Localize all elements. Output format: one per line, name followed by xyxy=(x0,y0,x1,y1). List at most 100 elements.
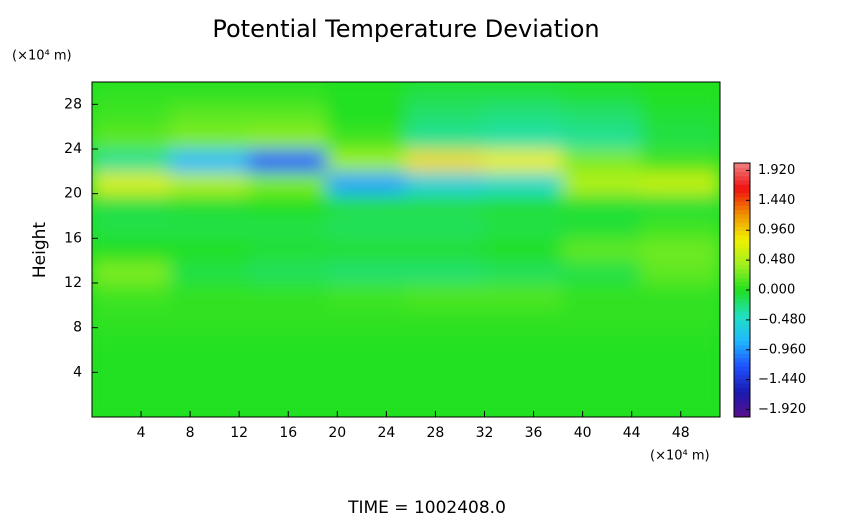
cell xyxy=(562,326,643,351)
cell xyxy=(640,148,720,173)
x-tick-label: 48 xyxy=(672,425,690,441)
colorbar-band xyxy=(734,260,750,266)
cell xyxy=(405,82,486,106)
colorbar-tick-label: −0.960 xyxy=(758,342,806,357)
cell xyxy=(483,148,564,173)
colorbar-band xyxy=(734,319,750,325)
cell xyxy=(326,304,407,329)
colorbar-band xyxy=(734,188,750,194)
colorbar-tick-label: 0.480 xyxy=(758,253,795,268)
cell xyxy=(92,103,172,128)
cell xyxy=(640,237,720,262)
cell xyxy=(248,170,329,195)
colorbar-band xyxy=(734,383,750,388)
cell xyxy=(483,192,564,217)
cell xyxy=(483,371,564,396)
colorbar-band xyxy=(734,298,750,304)
cell xyxy=(169,215,250,240)
cell xyxy=(248,304,329,329)
cell xyxy=(248,103,329,128)
colorbar-band xyxy=(734,290,750,295)
colorbar-band xyxy=(734,361,750,367)
colorbar-band xyxy=(734,370,750,376)
cell xyxy=(248,125,329,150)
colorbar-band xyxy=(734,306,750,312)
colorbar-band xyxy=(734,256,750,261)
cell xyxy=(326,259,407,284)
colorbar-tick-label: 1.920 xyxy=(758,163,795,178)
colorbar-band xyxy=(734,285,750,291)
colorbar-tick-label: −1.920 xyxy=(758,402,806,417)
cell xyxy=(483,82,564,106)
colorbar-band xyxy=(734,209,750,215)
colorbar-band xyxy=(734,184,750,189)
cell xyxy=(169,82,250,106)
colorbar-band xyxy=(734,332,750,338)
cell xyxy=(405,125,486,150)
cell xyxy=(562,82,643,106)
colorbar-band xyxy=(734,201,750,206)
colorbar-band xyxy=(734,175,750,181)
cell xyxy=(169,237,250,262)
plot-frame xyxy=(91,81,721,418)
colorbar: 1.920 1.440 0.960 0.480 0.000 −0.480 −0.960 −1.… xyxy=(733,162,806,418)
cell xyxy=(483,304,564,329)
x-unit: (×10⁴ m) xyxy=(650,449,710,464)
cell xyxy=(405,393,486,417)
cell xyxy=(92,393,172,417)
cell xyxy=(169,349,250,374)
colorbar-band xyxy=(734,247,750,253)
colorbar-band xyxy=(734,315,750,321)
colorbar-band xyxy=(734,273,750,278)
colorbar-band xyxy=(734,328,750,333)
colorbar-band xyxy=(734,353,750,359)
cell xyxy=(248,371,329,396)
y-tick-label: 24 xyxy=(64,141,82,157)
colorbar-band xyxy=(734,179,750,185)
x-tick-label: 4 xyxy=(137,425,146,441)
cell xyxy=(326,326,407,351)
colorbar-band xyxy=(734,404,750,410)
colorbar-band xyxy=(734,205,750,211)
colorbar-band xyxy=(734,311,750,316)
cell xyxy=(405,148,486,173)
cell xyxy=(326,349,407,374)
y-tick-label: 20 xyxy=(64,186,82,202)
colorbar-band xyxy=(734,336,750,342)
cell xyxy=(326,371,407,396)
colorbar-band xyxy=(734,196,750,202)
colorbar-band xyxy=(734,357,750,363)
cell xyxy=(326,125,407,150)
cell xyxy=(169,393,250,417)
colorbar-band xyxy=(734,294,750,299)
cell xyxy=(326,215,407,240)
cell xyxy=(169,148,250,173)
x-tick-label: 20 xyxy=(328,425,346,441)
cell xyxy=(248,192,329,217)
cell xyxy=(92,237,172,262)
colorbar-band xyxy=(734,387,750,393)
colorbar-band xyxy=(734,222,750,227)
x-tick-label: 32 xyxy=(476,425,494,441)
cell xyxy=(248,259,329,284)
cell xyxy=(405,326,486,351)
cell xyxy=(640,82,720,106)
colorbar-band xyxy=(734,408,750,414)
colorbar-band xyxy=(734,268,750,274)
colorbar-tick-label: 0.000 xyxy=(758,283,795,298)
cell xyxy=(640,259,720,284)
cell xyxy=(640,393,720,417)
cell xyxy=(92,282,172,307)
colorbar-band xyxy=(734,277,750,283)
cell xyxy=(562,215,643,240)
y-unit: (×10⁴ m) xyxy=(12,49,72,64)
cell xyxy=(92,304,172,329)
cell xyxy=(483,237,564,262)
colorbar-band xyxy=(734,395,750,401)
cell xyxy=(92,215,172,240)
cell xyxy=(169,125,250,150)
y-tick-label: 8 xyxy=(73,320,82,336)
cell xyxy=(92,349,172,374)
colorbar-band xyxy=(734,323,750,329)
cell xyxy=(169,326,250,351)
